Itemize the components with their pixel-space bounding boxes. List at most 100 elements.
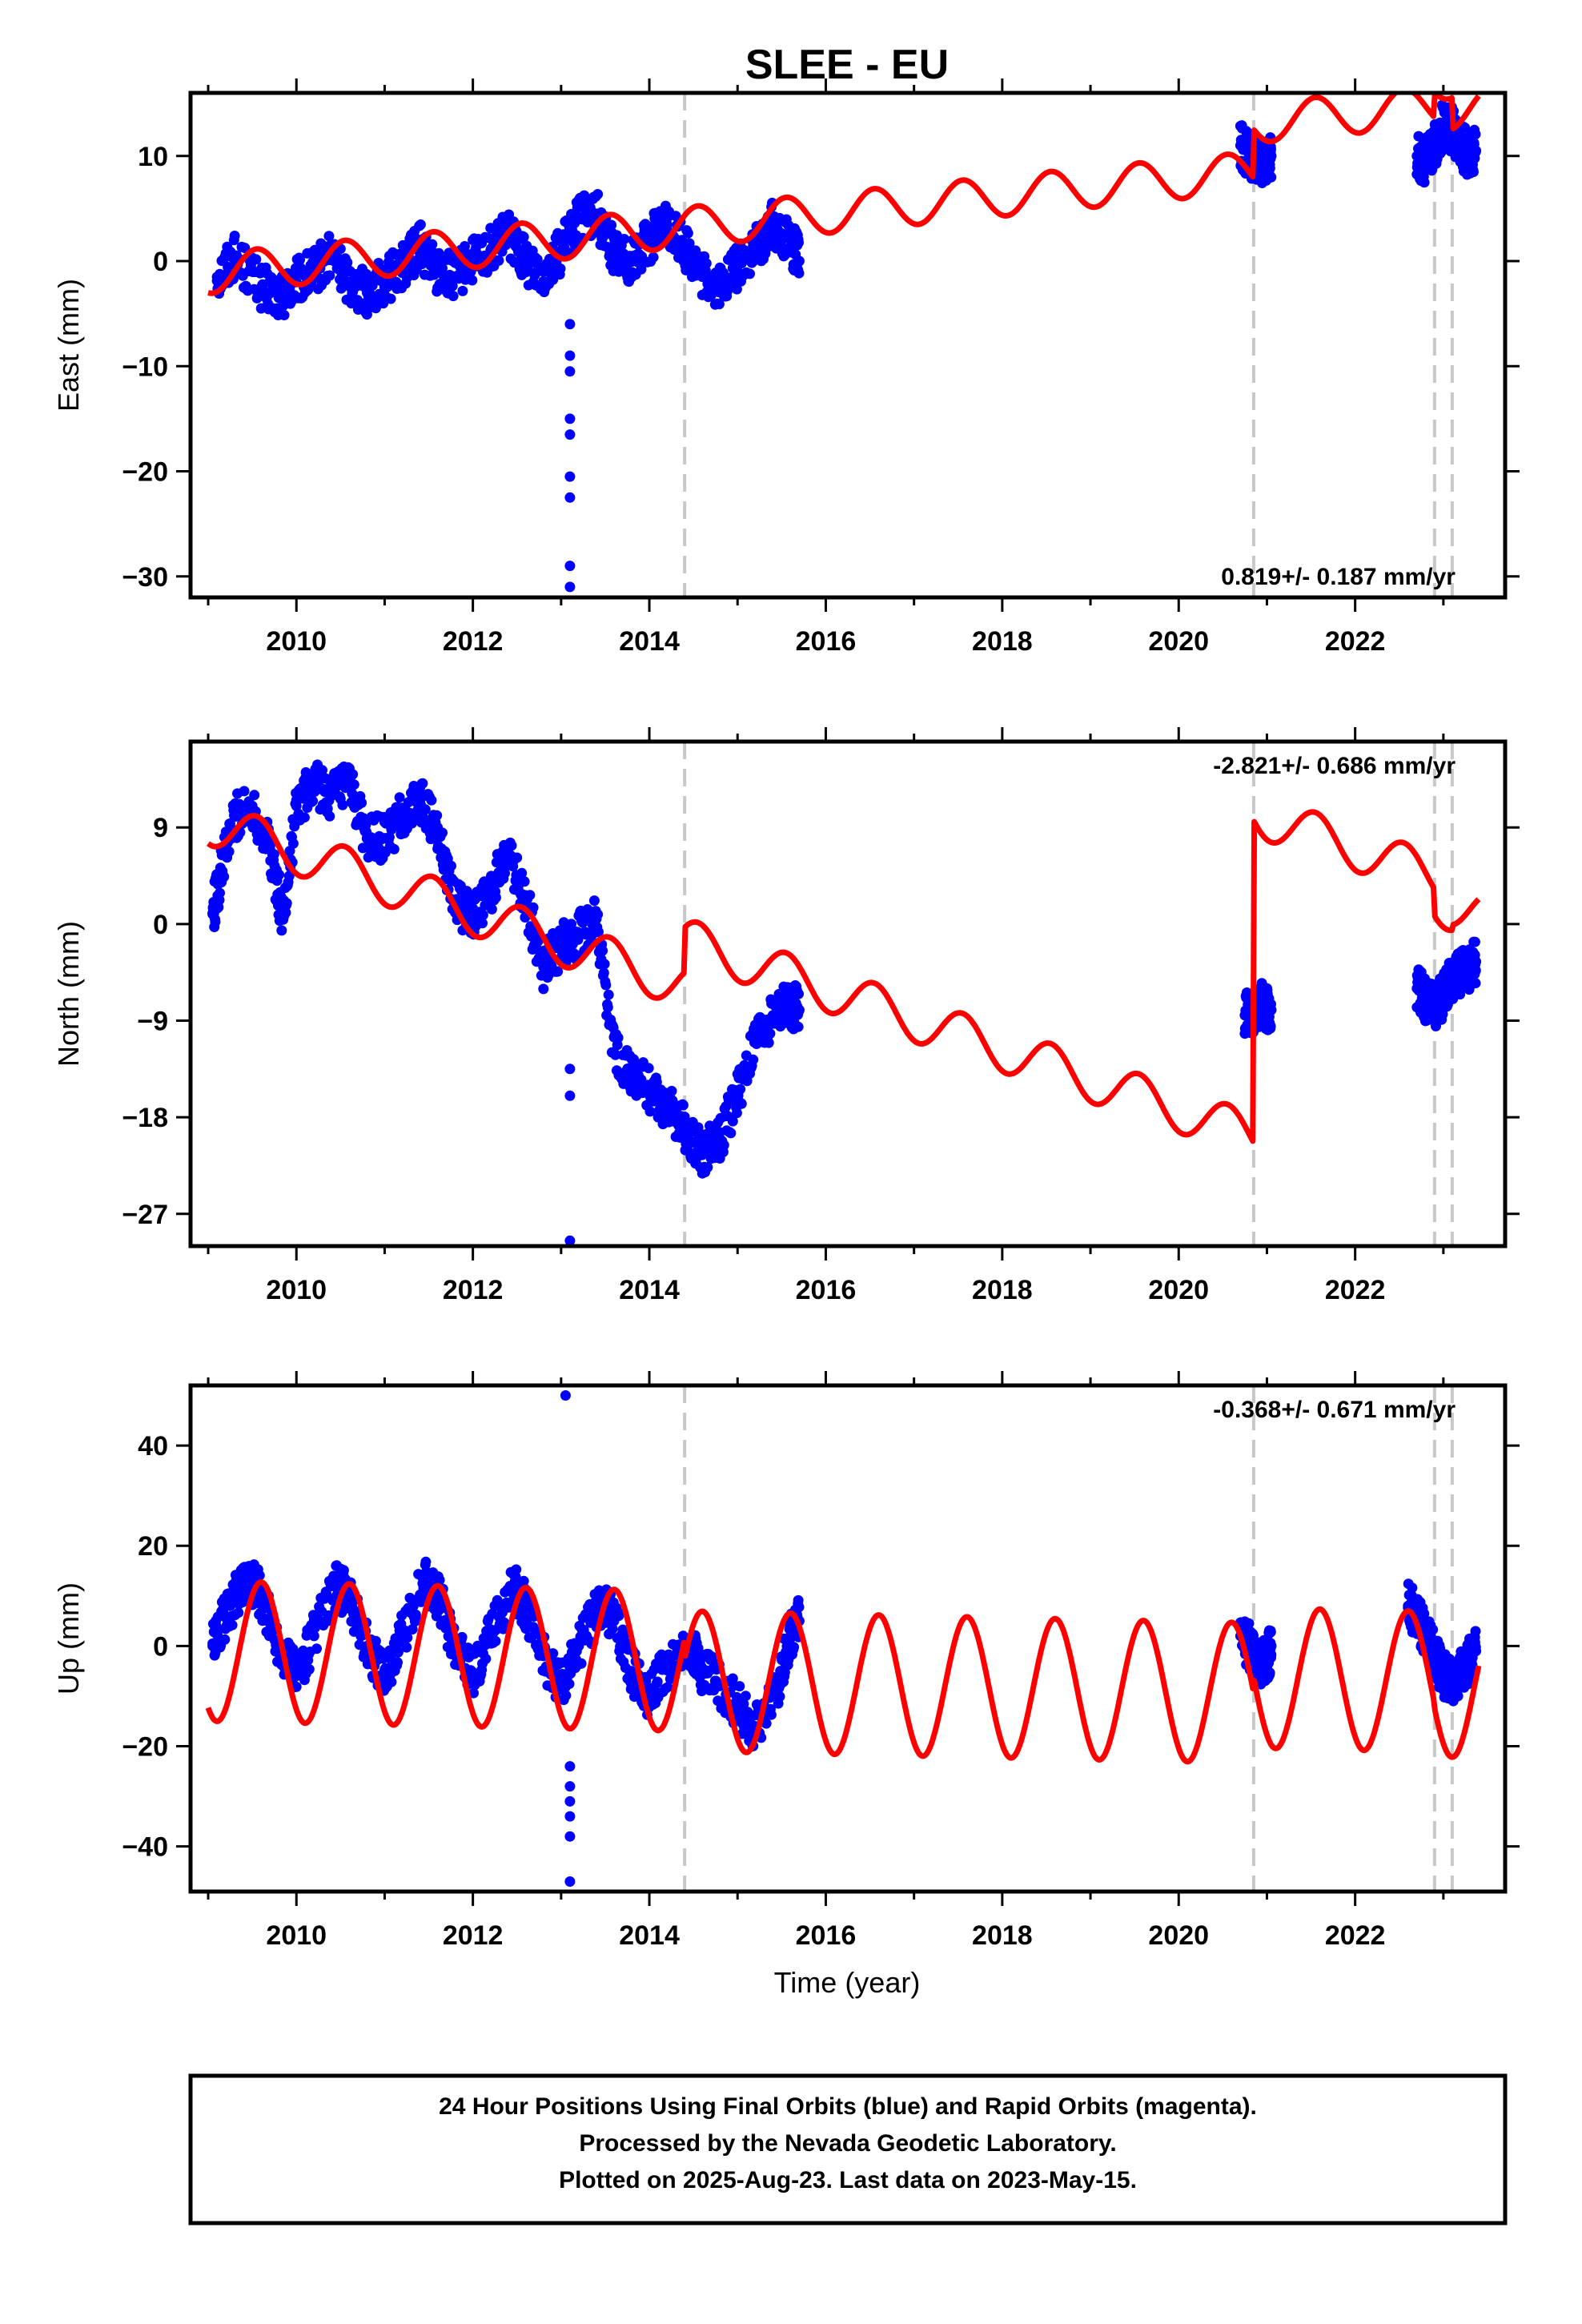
data-point	[552, 966, 564, 977]
data-point	[299, 812, 310, 823]
data-point	[379, 833, 390, 844]
data-point	[343, 779, 355, 790]
data-point	[765, 1028, 776, 1039]
data-point	[223, 846, 235, 857]
data-point	[793, 255, 805, 267]
data-point	[520, 1600, 532, 1611]
data-point	[420, 804, 431, 815]
data-point	[1403, 1600, 1414, 1611]
data-point	[714, 282, 725, 293]
data-point	[500, 867, 510, 879]
x-tick-label: 2018	[972, 1275, 1033, 1305]
data-point	[713, 299, 725, 310]
data-points	[207, 1390, 1482, 1887]
data-point	[793, 1004, 805, 1015]
outlier-point	[564, 1811, 576, 1822]
data-point	[1456, 1666, 1467, 1677]
data-point	[207, 1640, 219, 1651]
data-point	[727, 1116, 738, 1127]
data-point	[612, 1032, 624, 1043]
rate-label: -2.821+/- 0.686 mm/yr	[1213, 753, 1456, 779]
data-point	[602, 1002, 613, 1013]
data-point	[1239, 1010, 1251, 1021]
data-point	[608, 1615, 620, 1626]
data-point	[417, 778, 428, 789]
data-point	[477, 910, 488, 920]
footer-line-3: Plotted on 2025-Aug-23. Last data on 202…	[559, 2167, 1137, 2193]
data-point	[1438, 1671, 1449, 1682]
data-point	[697, 271, 708, 283]
data-point	[432, 822, 444, 833]
data-point	[598, 967, 609, 979]
data-point	[748, 1054, 759, 1065]
data-point	[227, 1619, 238, 1630]
data-point	[331, 1580, 342, 1591]
data-point	[225, 1600, 236, 1611]
data-point	[468, 913, 479, 924]
data-point	[1420, 994, 1431, 1005]
data-point	[1266, 1640, 1277, 1651]
data-point	[1419, 177, 1430, 188]
y-tick-label: −20	[122, 1732, 168, 1763]
data-point	[291, 800, 302, 811]
data-point	[229, 811, 240, 822]
east-panel: 2010 2012 2014 2016 2018 2020 2022 10 0 −10 −20 −30…	[52, 78, 1520, 657]
data-point	[287, 838, 299, 849]
data-point	[432, 266, 444, 277]
footer-line-2: Processed by the Nevada Geodetic Laborat…	[579, 2130, 1116, 2157]
data-point	[1468, 167, 1479, 178]
data-point	[1469, 936, 1480, 947]
data-point	[648, 251, 659, 263]
x-tick-label: 2010	[266, 626, 327, 657]
data-point	[564, 1679, 575, 1690]
data-point	[308, 1630, 319, 1642]
data-point	[1262, 161, 1272, 172]
data-point	[1460, 122, 1471, 133]
x-tick-label: 2018	[972, 626, 1033, 657]
data-point	[765, 1709, 777, 1720]
data-point	[1470, 129, 1481, 140]
data-point	[460, 241, 470, 251]
outlier-point	[564, 492, 576, 503]
data-point	[1266, 171, 1277, 183]
data-point	[1429, 1004, 1440, 1015]
data-point	[592, 189, 604, 199]
data-point	[361, 833, 372, 844]
data-point	[628, 1691, 640, 1703]
data-point	[239, 786, 250, 797]
data-point	[397, 811, 408, 822]
data-point	[1265, 1021, 1276, 1031]
footer-line-1: 24 Hour Positions Using Final Orbits (bl…	[439, 2093, 1257, 2120]
data-point	[679, 1123, 690, 1134]
data-point	[243, 1570, 254, 1582]
data-point	[1470, 978, 1481, 989]
data-point	[412, 1614, 422, 1626]
data-point	[731, 1108, 742, 1119]
data-point	[343, 276, 355, 287]
data-point	[532, 254, 543, 265]
data-point	[576, 1658, 587, 1669]
data-point	[644, 1106, 656, 1117]
data-point	[1266, 1004, 1277, 1015]
data-point	[1266, 151, 1277, 162]
data-point	[338, 1565, 349, 1576]
data-point	[785, 1630, 796, 1642]
data-point	[725, 1128, 737, 1139]
data-point	[254, 1570, 265, 1581]
outlier-point	[560, 1390, 571, 1401]
data-point	[1456, 140, 1467, 151]
data-point	[1438, 119, 1449, 130]
data-point	[283, 870, 295, 882]
data-point	[732, 1090, 743, 1101]
data-point	[606, 219, 617, 231]
data-point	[697, 1149, 708, 1160]
data-point	[1471, 1646, 1482, 1657]
data-point	[324, 810, 335, 822]
data-point	[679, 239, 690, 251]
data-point	[379, 276, 390, 287]
up-panel: 2010 2012 2014 2016 2018 2020 2022 40 20 0 −20 −40 U…	[52, 1371, 1520, 1951]
outlier-point	[564, 350, 576, 361]
data-point	[223, 261, 234, 272]
data-point	[468, 1671, 479, 1682]
data-point	[1429, 140, 1440, 151]
